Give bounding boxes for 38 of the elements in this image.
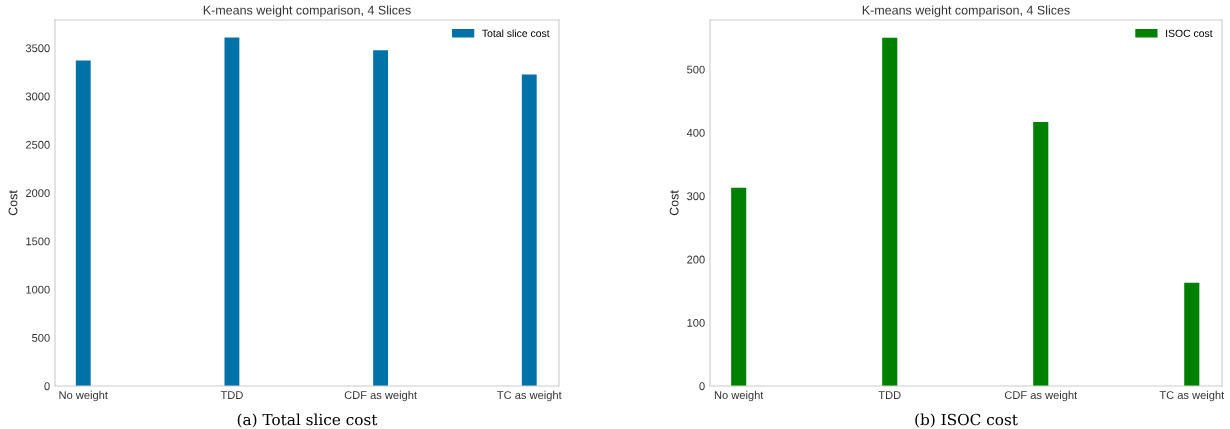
y-tick-label: 2500 xyxy=(25,140,50,149)
bar xyxy=(1184,282,1200,386)
text: (a) Total slice cost xyxy=(237,413,378,428)
y-tick-label: 0 xyxy=(44,382,50,391)
chart-title: K-means weight comparison, 4 Slices xyxy=(862,5,1070,18)
x-tick-label: TDD xyxy=(878,391,901,399)
y-tick-label: 3000 xyxy=(25,92,50,101)
x-tick-label: CDF as weight xyxy=(1004,390,1078,402)
y-tick-label: 100 xyxy=(687,318,705,327)
legend-label: ISOC cost xyxy=(1166,29,1213,38)
y-axis-title: Cost xyxy=(8,190,18,216)
chart-title: K-means weight comparison, 4 Slices xyxy=(203,5,411,18)
bar xyxy=(731,187,747,386)
bar xyxy=(75,60,91,386)
bar xyxy=(224,37,240,386)
text: (b) ISOC cost xyxy=(915,413,1018,428)
y-tick-label: 0 xyxy=(699,382,705,391)
y-axis-title: Cost xyxy=(669,190,679,216)
y-tick-label: 500 xyxy=(32,333,50,342)
bar xyxy=(373,50,389,386)
y-tick-label: 3500 xyxy=(25,44,50,53)
bar xyxy=(521,74,537,386)
legend-label: Total slice cost xyxy=(482,29,550,38)
x-tick-label: TC as weight xyxy=(497,390,562,402)
bar xyxy=(882,37,898,386)
y-tick-label: 1500 xyxy=(26,237,50,246)
y-tick-label: 1000 xyxy=(26,285,50,294)
x-tick-label: TC as weight xyxy=(1159,390,1225,402)
y-tick-label: 2000 xyxy=(25,189,50,197)
x-tick-label: CDF as weight xyxy=(344,390,417,402)
x-tick-label: No weight xyxy=(714,390,764,402)
y-tick-label: 200 xyxy=(687,255,705,264)
y-tick-label: 500 xyxy=(687,65,705,74)
y-tick-label: 400 xyxy=(686,128,705,137)
x-tick-label: TDD xyxy=(220,391,243,399)
bar xyxy=(1033,121,1049,386)
x-tick-label: No weight xyxy=(59,390,108,402)
y-tick-label: 300 xyxy=(687,192,705,201)
